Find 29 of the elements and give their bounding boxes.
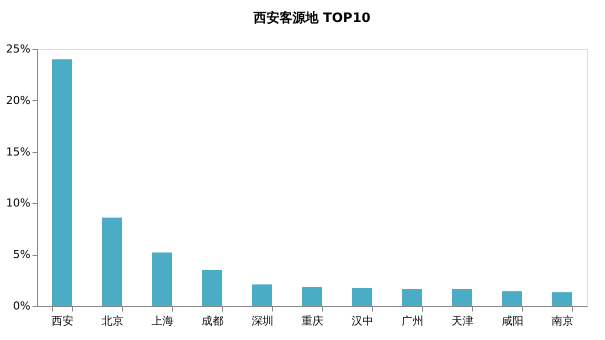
bar: [502, 291, 522, 306]
x-tick-label: 天津: [452, 314, 474, 328]
y-tick-label: 5%: [13, 248, 30, 262]
bar: [252, 284, 272, 306]
chart-title: 西安客源地 TOP10: [252, 10, 371, 26]
x-tick-label: 汉中: [352, 314, 374, 328]
bar: [102, 218, 122, 306]
bar: [52, 59, 72, 306]
bar: [402, 289, 422, 306]
y-tick-label: 15%: [6, 145, 30, 158]
x-tick-label: 重庆: [302, 314, 324, 328]
y-tick-label: 25%: [6, 42, 30, 56]
y-tick-label: 20%: [6, 94, 30, 107]
bar: [202, 270, 222, 306]
x-tick-label: 南京: [552, 314, 574, 328]
x-tick-label: 成都: [202, 314, 224, 328]
bar: [552, 292, 572, 306]
x-tick-label: 上海: [152, 314, 174, 328]
bar: [152, 252, 172, 306]
y-tick-label: 10%: [6, 196, 30, 210]
bar: [452, 289, 472, 306]
bar: [352, 288, 372, 306]
x-tick-label: 深圳: [252, 314, 274, 328]
y-tick-label: 0%: [13, 300, 30, 312]
x-tick-label: 广州: [402, 314, 424, 328]
x-tick-label: 西安: [52, 314, 74, 328]
bar: [302, 286, 322, 306]
x-tick-label: 北京: [102, 314, 124, 328]
x-tick-label: 咸阳: [502, 314, 524, 328]
